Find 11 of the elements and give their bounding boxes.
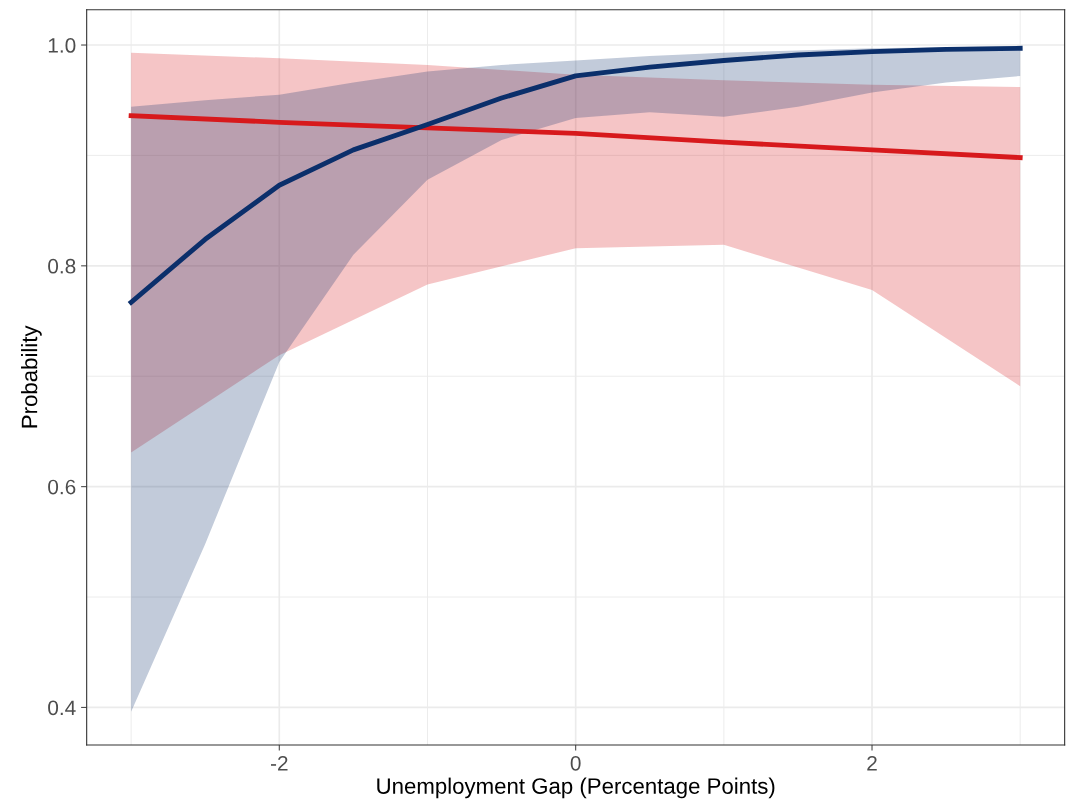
line-series bbox=[128, 45, 1023, 305]
y-tick-label: 1.0 bbox=[48, 38, 76, 53]
y-tick-label: 0.4 bbox=[48, 700, 76, 716]
x-axis-title: Unemployment Gap (Percentage Points) bbox=[377, 777, 775, 799]
y-axis-title: Probability bbox=[21, 325, 42, 428]
x-tick-label: -2 bbox=[270, 755, 288, 771]
x-tick-label: 2 bbox=[867, 755, 877, 771]
y-tick-label: 0.6 bbox=[48, 479, 76, 495]
y-tick-label: 0.8 bbox=[48, 258, 76, 274]
x-tick-label: 0 bbox=[570, 755, 581, 771]
line-series bbox=[128, 113, 1023, 161]
